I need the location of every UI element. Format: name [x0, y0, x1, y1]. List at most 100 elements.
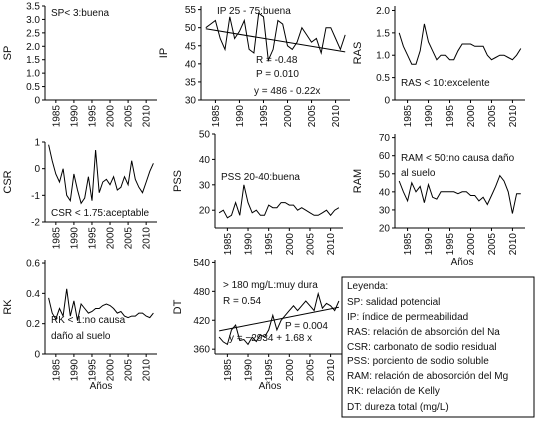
x-tick-label: 1985: [211, 105, 222, 128]
legend-item: IP: índice de permeabilidad: [347, 312, 468, 323]
x-tick-label: 2010: [508, 233, 519, 256]
y-tick-label: 50: [185, 23, 197, 34]
y-tick-label: 1.5: [26, 55, 40, 66]
annotation: daño al suelo: [51, 331, 111, 342]
y-tick-label: 0: [34, 164, 40, 175]
series-line: [48, 288, 154, 321]
legend-item: PSS: porciento de sodio soluble: [347, 356, 489, 367]
y-tick-label: 0.5: [26, 82, 40, 93]
x-tick-label: 2000: [106, 359, 117, 382]
y-tick-label: 0.2: [26, 319, 40, 330]
x-tick-label: 1990: [235, 105, 246, 128]
y-tick-label: 30: [185, 96, 197, 107]
series-line: [218, 184, 340, 219]
series-line: [398, 174, 521, 214]
annotation: CSR < 1.75:aceptable: [51, 208, 150, 219]
y-tick-label: 50: [199, 130, 211, 141]
legend-title: Leyenda:: [347, 281, 388, 292]
series-line: [205, 12, 346, 63]
y-tick-label: -1: [31, 191, 40, 202]
y-tick-label: 0: [34, 96, 40, 107]
y-tick-label: 2.0: [26, 42, 40, 53]
x-axis-label-panel-dt: Años: [259, 381, 282, 392]
y-tick-label: 3.0: [26, 15, 40, 26]
x-tick-label: 2010: [142, 227, 153, 250]
x-tick-label: 1990: [424, 105, 435, 128]
x-tick-label: 1995: [87, 227, 98, 250]
y-tick-label: 50: [379, 169, 391, 180]
y-tick-label: 20: [379, 224, 391, 235]
panel-sp: 0 0.5 1.0 1.5 2.0 2.5 3.0 3.5 1985 1990 1995 2000 20…: [2, 2, 157, 128]
x-tick-label: 2010: [326, 359, 337, 382]
y-tick-label: 0: [384, 96, 390, 107]
y-tick-label: 1.0: [376, 51, 390, 62]
legend-item: CSR: carbonato de sodio residual: [347, 342, 497, 353]
y-tick-label: 2.0: [376, 6, 390, 17]
legend-item: SP: salidad potencial: [347, 297, 440, 308]
annotation: IP 25 - 75:buena: [217, 6, 291, 17]
x-tick-label: 2005: [124, 227, 135, 250]
panel-rk: 0 0.2 0.4 0.6 1985 1990 1995 2000 2005 2010 RK RK <…: [2, 259, 157, 382]
x-tick-label: 2005: [305, 359, 316, 382]
x-tick-label: 2010: [142, 105, 153, 128]
legend-item: RK: relación de Kelly: [347, 386, 440, 397]
y-tick-label: 1.0: [26, 69, 40, 80]
y-tick-label: -2: [31, 218, 40, 229]
y-axis-label: PSS: [172, 170, 184, 192]
x-tick-label: 1995: [264, 359, 275, 382]
y-tick-label: 70: [379, 133, 391, 144]
x-tick-label: 2000: [106, 227, 117, 250]
y-axis-label: SP: [2, 46, 14, 61]
y-tick-label: 480: [193, 287, 210, 298]
legend-item: RAM: relación de abosorción del Mg: [347, 371, 508, 382]
y-tick-label: 35: [185, 77, 197, 88]
annotation: R = 0.54: [223, 296, 262, 307]
series-line: [398, 23, 522, 65]
y-tick-label: 20: [199, 206, 211, 217]
x-tick-label: 2000: [285, 233, 296, 256]
x-tick-label: 1985: [51, 105, 62, 128]
x-tick-label: 2010: [142, 359, 153, 382]
y-tick-label: 45: [185, 41, 197, 52]
x-tick-label: 2005: [487, 105, 498, 128]
series-line: [48, 144, 154, 205]
y-axis-label: RAS: [352, 42, 364, 65]
y-tick-label: 55: [185, 5, 197, 16]
x-tick-label: 1990: [69, 105, 80, 128]
annotation: RK < 1:no causa: [51, 315, 126, 326]
y-tick-label: 0: [34, 350, 40, 361]
x-tick-label: 1990: [244, 233, 255, 256]
legend-box: [341, 276, 535, 418]
x-tick-label: 1985: [51, 359, 62, 382]
annotation: al suelo: [401, 168, 436, 179]
y-tick-label: 1.5: [376, 28, 390, 39]
annotation: P = 0.004: [285, 321, 328, 332]
x-tick-label: 1985: [51, 227, 62, 250]
trend-line: [205, 28, 346, 53]
x-tick-label: 2005: [124, 105, 135, 128]
x-axis-labels: Años Años Años: [90, 257, 474, 392]
y-tick-label: 40: [199, 155, 211, 166]
x-tick-label: 1985: [223, 359, 234, 382]
y-tick-label: 0.5: [376, 73, 390, 84]
x-tick-label: 1985: [403, 233, 414, 256]
y-tick-label: 420: [193, 316, 210, 327]
y-tick-label: 30: [379, 205, 391, 216]
y-tick-label: 40: [185, 59, 197, 70]
y-axis-label: CSR: [2, 170, 14, 193]
panel-ip: 30 35 40 45 50 55 1985 1990 1995 2000 2005 2010 IP IP…: [158, 5, 350, 127]
x-tick-label: 1995: [264, 233, 275, 256]
legend: Leyenda: SP: salidad potencial IP: índic…: [341, 276, 535, 418]
y-tick-label: 30: [199, 180, 211, 191]
x-tick-label: 2000: [466, 105, 477, 128]
y-tick-label: 0.4: [26, 289, 40, 300]
x-tick-label: 1995: [87, 105, 98, 128]
annotation: R = -0.48: [256, 55, 298, 66]
y-axis-label: IP: [158, 48, 170, 58]
x-tick-label: 1985: [403, 105, 414, 128]
trend-line: [219, 306, 339, 332]
x-tick-label: 1990: [244, 359, 255, 382]
x-tick-label: 2005: [305, 233, 316, 256]
